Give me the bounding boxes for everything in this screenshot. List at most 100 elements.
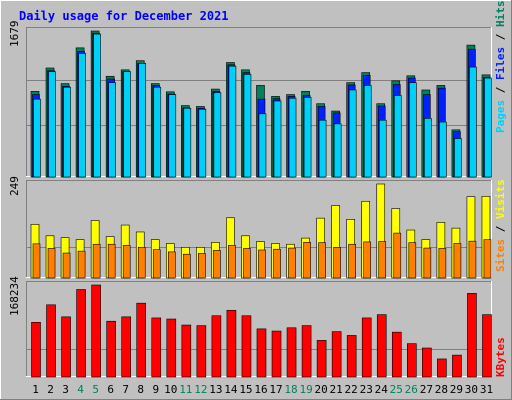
bar-sites-day-23 [363, 241, 372, 279]
bar-sites-day-18 [288, 247, 296, 279]
bar-pages-day-26 [409, 82, 417, 178]
bar-sites-day-7 [122, 245, 131, 279]
x-tick-day-7: 7 [122, 383, 129, 396]
x-tick-day-9: 9 [152, 383, 159, 396]
bar-sites-day-8 [137, 247, 146, 279]
legend-pages: Pages [494, 100, 507, 133]
x-tick-day-12: 12 [194, 383, 207, 396]
bar-pages-day-14 [228, 65, 237, 178]
legend-kbytes: KBytes [494, 337, 507, 377]
bar-sites-day-13 [213, 250, 221, 279]
x-tick-day-8: 8 [137, 383, 144, 396]
bar-kbytes-day-12 [196, 325, 207, 378]
bar-sites-day-27 [423, 247, 432, 279]
bar-kbytes-day-7 [121, 316, 131, 378]
legend-sites-visits: Sites / Visits [494, 179, 507, 272]
bar-sites-day-1 [32, 243, 41, 279]
y-max-label-pages: 1679 [8, 21, 21, 48]
bar-sites-day-9 [152, 249, 161, 279]
x-tick-day-17: 17 [269, 383, 282, 396]
bar-kbytes-day-27 [422, 347, 432, 378]
x-tick-day-29: 29 [450, 383, 463, 396]
bar-sites-day-29 [453, 243, 462, 279]
bar-kbytes-day-30 [467, 293, 477, 378]
x-tick-day-21: 21 [330, 383, 343, 396]
bar-kbytes-day-15 [241, 315, 252, 378]
bar-pages-day-28 [439, 121, 447, 178]
bar-pages-day-11 [183, 108, 192, 178]
y-max-label-kbytes: 168234 [8, 276, 21, 316]
bar-pages-day-12 [198, 108, 207, 178]
chart-title: Daily usage for December 2021 [19, 9, 229, 23]
bar-sites-day-10 [167, 251, 176, 279]
bar-sites-day-3 [62, 252, 71, 279]
bar-kbytes-day-21 [331, 331, 342, 378]
bar-pages-day-7 [123, 71, 131, 178]
bar-sites-day-28 [438, 248, 447, 279]
bar-pages-day-24 [378, 119, 387, 178]
bar-kbytes-day-28 [437, 358, 447, 378]
legend-hits: Hits [494, 1, 507, 28]
bar-pages-day-20 [318, 119, 327, 178]
legend-sites: Sites [494, 239, 507, 272]
bar-kbytes-day-17 [271, 330, 282, 378]
x-tick-day-28: 28 [435, 383, 448, 396]
bar-pages-day-16 [258, 113, 267, 178]
bar-sites-day-15 [243, 248, 251, 279]
x-tick-day-15: 15 [239, 383, 252, 396]
bar-kbytes-day-4 [76, 289, 86, 378]
x-tick-day-31: 31 [480, 383, 493, 396]
y-max-label-sites: 249 [8, 176, 21, 196]
bar-pages-day-13 [213, 92, 222, 178]
x-tick-day-10: 10 [164, 383, 177, 396]
bar-pages-day-9 [153, 86, 162, 178]
x-tick-day-4: 4 [77, 383, 84, 396]
bar-pages-day-8 [138, 63, 147, 178]
bar-sites-day-12 [198, 253, 206, 279]
bar-kbytes-day-29 [452, 354, 462, 378]
x-tick-day-13: 13 [209, 383, 222, 396]
x-tick-day-23: 23 [360, 383, 373, 396]
bar-kbytes-day-31 [482, 314, 492, 378]
bar-sites-day-25 [393, 232, 402, 279]
bar-kbytes-day-2 [46, 304, 56, 378]
bar-sites-day-17 [273, 248, 281, 279]
bar-sites-day-26 [408, 242, 417, 279]
bar-sites-day-20 [318, 242, 326, 279]
bar-kbytes-day-22 [346, 335, 357, 378]
bar-sites-day-11 [183, 253, 191, 279]
bar-sites-day-14 [228, 245, 236, 279]
bar-kbytes-day-10 [166, 318, 177, 378]
bar-kbytes-day-23 [361, 317, 372, 378]
bar-sites-day-31 [483, 239, 492, 279]
bar-pages-day-1 [33, 98, 41, 178]
bar-pages-day-29 [454, 138, 462, 178]
x-tick-day-11: 11 [179, 383, 192, 396]
x-tick-day-16: 16 [254, 383, 267, 396]
bar-sites-day-24 [378, 241, 387, 279]
bar-kbytes-day-13 [211, 315, 222, 378]
x-tick-day-6: 6 [107, 383, 114, 396]
bar-kbytes-day-16 [256, 328, 267, 378]
x-tick-day-1: 1 [32, 383, 39, 396]
x-tick-day-19: 19 [299, 383, 312, 396]
bar-pages-day-31 [484, 77, 492, 178]
bar-sites-day-5 [92, 243, 101, 279]
bar-kbytes-day-25 [391, 331, 402, 378]
x-tick-day-20: 20 [314, 383, 327, 396]
bar-kbytes-day-9 [151, 317, 162, 378]
x-tick-day-18: 18 [284, 383, 297, 396]
bar-sites-day-22 [348, 243, 356, 279]
x-tick-day-27: 27 [420, 383, 433, 396]
legend-kbytes: KBytes [494, 337, 507, 377]
bar-pages-day-25 [393, 95, 402, 178]
bar-kbytes-day-26 [407, 343, 417, 378]
x-tick-day-5: 5 [92, 383, 99, 396]
x-tick-day-2: 2 [47, 383, 54, 396]
bar-pages-day-19 [303, 97, 312, 178]
bar-pages-day-10 [168, 94, 177, 178]
x-tick-day-26: 26 [405, 383, 418, 396]
bar-sites-day-19 [303, 242, 311, 279]
